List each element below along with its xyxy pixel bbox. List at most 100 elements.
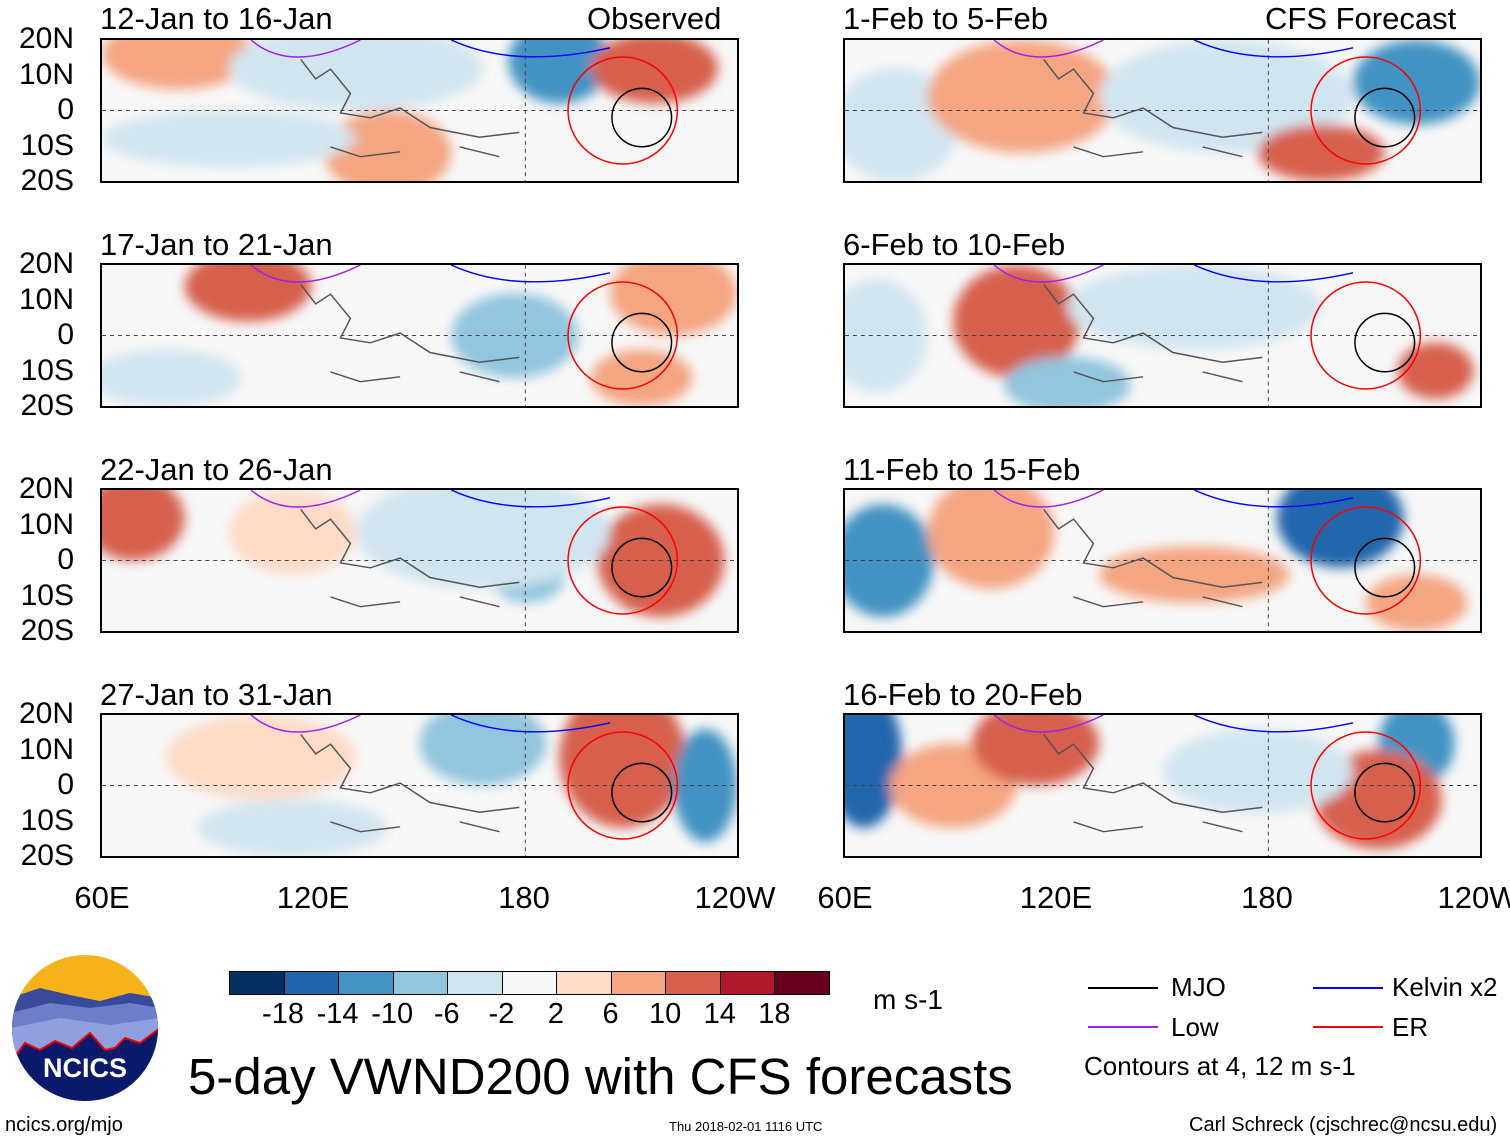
logo-text: NCICS: [43, 1053, 127, 1083]
wind-anomaly-region: [1257, 124, 1385, 181]
wind-anomaly-region: [1397, 342, 1474, 399]
wind-anomaly-region: [610, 265, 737, 336]
ncics-logo: NCICS: [10, 953, 160, 1103]
mjo-contour: [1354, 762, 1416, 823]
er-contour: [567, 731, 679, 840]
kelvin-contour: [450, 265, 611, 283]
wind-anomaly-region: [845, 504, 934, 617]
legend-mjo: MJO: [1171, 972, 1226, 1002]
mjo-contour: [1354, 537, 1416, 598]
lat-label: 20S: [20, 389, 74, 422]
colorbar-swatch: [393, 972, 448, 994]
colorbar: [229, 971, 830, 995]
lon-label: 60E: [817, 880, 873, 915]
wind-anomaly-region: [229, 490, 356, 575]
coastline: [1043, 509, 1263, 608]
lat-label: 10S: [20, 128, 74, 162]
coastline: [1043, 734, 1263, 833]
lat-label: 10N: [18, 282, 74, 316]
lat-label: 20S: [20, 839, 74, 872]
vwnd-map-panel: [100, 713, 739, 858]
lat-label: 20N: [18, 22, 74, 55]
wind-anomaly-region: [1162, 729, 1353, 814]
panel-title: 16-Feb to 20-Feb: [843, 677, 1083, 712]
low-contour: [993, 490, 1104, 508]
lat-label: 10S: [20, 803, 74, 837]
wind-anomaly-region: [1276, 490, 1404, 568]
legend-kelvin: Kelvin x2: [1392, 972, 1498, 1002]
er-contour: [1310, 281, 1422, 390]
panel-title: 6-Feb to 10-Feb: [843, 227, 1066, 262]
contour-note: Contours at 4, 12 m s-1: [1084, 1051, 1356, 1081]
kelvin-contour: [450, 490, 611, 508]
vwnd-map-panel: [843, 263, 1482, 408]
colorbar-swatch: [230, 972, 285, 994]
lat-label: 0: [57, 93, 74, 126]
mjo-contour: [1354, 312, 1416, 373]
lon-label: 180: [498, 880, 550, 915]
lat-label: 20S: [20, 164, 74, 197]
wind-anomaly-region: [972, 715, 1099, 786]
panel-title: 11-Feb to 15-Feb: [843, 452, 1081, 487]
kelvin-contour: [1193, 715, 1354, 733]
wind-anomaly-region: [324, 110, 452, 181]
wind-anomaly-region: [590, 40, 718, 104]
low-contour: [993, 265, 1104, 283]
colorbar-label: 14: [703, 998, 736, 1030]
kelvin-contour: [450, 715, 611, 733]
footer-url[interactable]: ncics.org/mjo: [5, 1114, 123, 1136]
colorbar-label: 10: [649, 998, 682, 1030]
wind-anomaly-region: [197, 799, 388, 856]
mjo-contour: [1354, 87, 1416, 148]
er-contour: [1310, 506, 1422, 615]
lat-label: 10S: [20, 353, 74, 387]
low-contour: [993, 715, 1104, 733]
vwnd-map-panel: [100, 263, 739, 408]
lon-label: 120E: [276, 880, 350, 915]
colorbar-swatch: [611, 972, 666, 994]
colorbar-label: 6: [602, 998, 619, 1030]
vwnd-map-panel: [843, 488, 1482, 633]
vwnd-map-panel: [100, 38, 739, 183]
lat-label: 20N: [18, 472, 74, 505]
wind-anomaly-region: [952, 265, 1080, 378]
colorbar-label: -2: [488, 998, 515, 1030]
wind-anomaly-region: [1067, 265, 1322, 350]
er-line-swatch: [1313, 1026, 1383, 1028]
colorbar-swatch: [284, 972, 339, 994]
colorbar-swatch: [502, 972, 557, 994]
lon-label: 120E: [1019, 880, 1093, 915]
wind-anomaly-region: [184, 265, 312, 322]
kelvin-contour: [1193, 40, 1354, 58]
panel-title: 17-Jan to 21-Jan: [100, 227, 333, 262]
wind-anomaly-region: [1353, 40, 1480, 125]
panel-title: 22-Jan to 26-Jan: [100, 452, 333, 487]
vwnd-map-panel: [843, 38, 1482, 183]
lat-label: 10S: [20, 578, 74, 612]
er-contour: [1310, 56, 1422, 165]
vwnd-map-panel: [100, 488, 739, 633]
panel-title: 12-Jan to 16-Jan: [100, 1, 333, 36]
colorbar-swatch: [339, 972, 394, 994]
low-contour: [250, 490, 361, 508]
wind-anomaly-region: [102, 349, 242, 406]
wind-anomaly-region: [229, 40, 483, 111]
low-contour: [250, 265, 361, 283]
mjo-contour: [611, 537, 673, 598]
mjo-contour: [611, 87, 673, 148]
colorbar-swatch: [557, 972, 612, 994]
vwnd-map-panel: [843, 713, 1482, 858]
kelvin-line-swatch: [1313, 987, 1383, 989]
kelvin-contour: [450, 40, 611, 58]
wind-anomaly-region: [673, 729, 737, 842]
low-contour: [993, 40, 1104, 58]
low-contour: [250, 715, 361, 733]
lat-label: 20N: [18, 697, 74, 730]
colorbar-label: -18: [262, 998, 304, 1030]
colorbar-label: -6: [433, 998, 460, 1030]
wind-anomaly-region: [102, 110, 356, 167]
wind-anomaly-region: [451, 293, 579, 378]
lon-label: 120W: [1437, 880, 1510, 915]
colorbar-units: m s-1: [873, 984, 943, 1015]
lat-label: 10N: [18, 507, 74, 541]
